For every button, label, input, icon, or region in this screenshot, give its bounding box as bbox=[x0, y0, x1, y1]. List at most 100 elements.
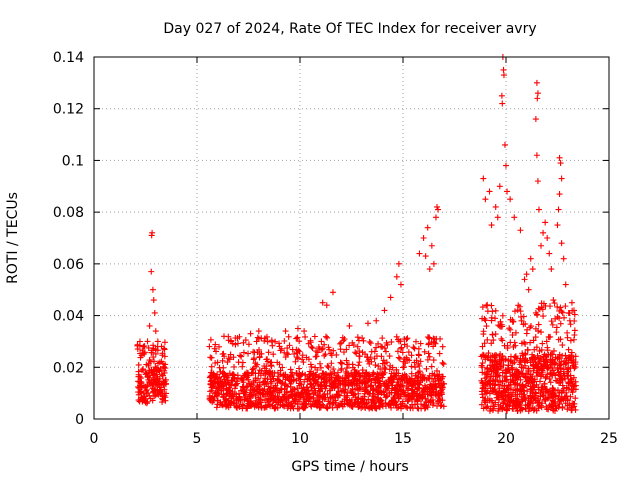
data-point bbox=[142, 393, 149, 400]
data-point bbox=[398, 344, 405, 351]
data-point bbox=[479, 385, 486, 392]
data-point bbox=[257, 403, 264, 410]
data-point bbox=[530, 337, 537, 344]
data-point bbox=[551, 407, 558, 414]
data-point bbox=[329, 400, 336, 407]
data-point bbox=[514, 402, 521, 409]
data-point bbox=[224, 359, 231, 366]
data-point bbox=[421, 401, 428, 408]
data-point bbox=[382, 348, 389, 355]
data-point bbox=[526, 399, 533, 406]
data-point bbox=[417, 393, 424, 400]
data-point bbox=[554, 303, 561, 310]
data-point bbox=[313, 397, 320, 404]
data-point bbox=[558, 240, 565, 247]
data-point bbox=[232, 382, 239, 389]
data-point bbox=[519, 397, 526, 404]
data-point bbox=[149, 229, 156, 236]
data-point bbox=[250, 379, 257, 386]
data-point bbox=[539, 306, 546, 313]
data-point bbox=[269, 389, 276, 396]
data-point bbox=[495, 388, 502, 395]
data-point bbox=[381, 307, 388, 314]
data-point bbox=[247, 330, 254, 337]
data-point bbox=[500, 66, 507, 73]
data-point bbox=[146, 369, 153, 376]
data-point bbox=[479, 343, 486, 350]
data-point bbox=[297, 393, 304, 400]
data-point bbox=[225, 387, 232, 394]
data-point bbox=[296, 338, 303, 345]
data-point bbox=[140, 343, 147, 350]
y-tick-label: 0.04 bbox=[53, 309, 84, 325]
data-point bbox=[430, 343, 437, 350]
data-point bbox=[345, 382, 352, 389]
data-point bbox=[531, 378, 538, 385]
data-point bbox=[509, 360, 516, 367]
data-point bbox=[225, 355, 232, 362]
data-point bbox=[556, 154, 563, 161]
data-point bbox=[282, 328, 289, 335]
data-point bbox=[395, 394, 402, 401]
data-point bbox=[333, 372, 340, 379]
data-point bbox=[287, 366, 294, 373]
data-point bbox=[527, 255, 534, 262]
data-point bbox=[511, 214, 518, 221]
data-point bbox=[554, 387, 561, 394]
data-point bbox=[152, 350, 159, 357]
data-point bbox=[337, 346, 344, 353]
data-point bbox=[517, 308, 524, 315]
data-point bbox=[407, 392, 414, 399]
data-point bbox=[250, 348, 257, 355]
data-point bbox=[151, 309, 158, 316]
data-point bbox=[550, 297, 557, 304]
data-point bbox=[535, 305, 542, 312]
data-point bbox=[556, 389, 563, 396]
data-point bbox=[518, 364, 525, 371]
data-point bbox=[500, 399, 507, 406]
data-point bbox=[484, 387, 491, 394]
data-point bbox=[520, 321, 527, 328]
data-point bbox=[373, 344, 380, 351]
data-point bbox=[383, 393, 390, 400]
data-point bbox=[319, 395, 326, 402]
data-point bbox=[135, 389, 142, 396]
data-point bbox=[232, 341, 239, 348]
data-point bbox=[413, 357, 420, 364]
data-point bbox=[411, 388, 418, 395]
data-point bbox=[408, 363, 415, 370]
data-point bbox=[377, 388, 384, 395]
data-point bbox=[428, 242, 435, 249]
data-point bbox=[208, 369, 215, 376]
data-point bbox=[282, 376, 289, 383]
x-tick-label: 20 bbox=[497, 431, 515, 447]
data-point bbox=[512, 329, 519, 336]
data-point bbox=[317, 360, 324, 367]
data-point bbox=[426, 372, 433, 379]
data-point bbox=[432, 375, 439, 382]
data-point bbox=[352, 349, 359, 356]
data-point bbox=[317, 382, 324, 389]
data-point bbox=[548, 364, 555, 371]
data-point bbox=[387, 401, 394, 408]
data-point bbox=[482, 397, 489, 404]
data-point bbox=[539, 365, 546, 372]
data-point bbox=[511, 308, 518, 315]
data-point bbox=[487, 381, 494, 388]
data-point bbox=[272, 382, 279, 389]
data-point bbox=[325, 364, 332, 371]
data-point bbox=[141, 350, 148, 357]
data-point bbox=[420, 235, 427, 241]
data-point bbox=[542, 386, 549, 393]
data-point bbox=[211, 372, 218, 379]
data-point bbox=[240, 349, 247, 356]
data-point bbox=[481, 375, 488, 382]
data-point bbox=[498, 92, 505, 99]
data-point bbox=[313, 348, 320, 355]
data-point bbox=[322, 351, 329, 358]
data-point bbox=[291, 386, 298, 393]
data-point bbox=[276, 387, 283, 394]
data-point bbox=[331, 380, 338, 387]
data-point bbox=[400, 358, 407, 365]
data-point bbox=[136, 378, 143, 385]
